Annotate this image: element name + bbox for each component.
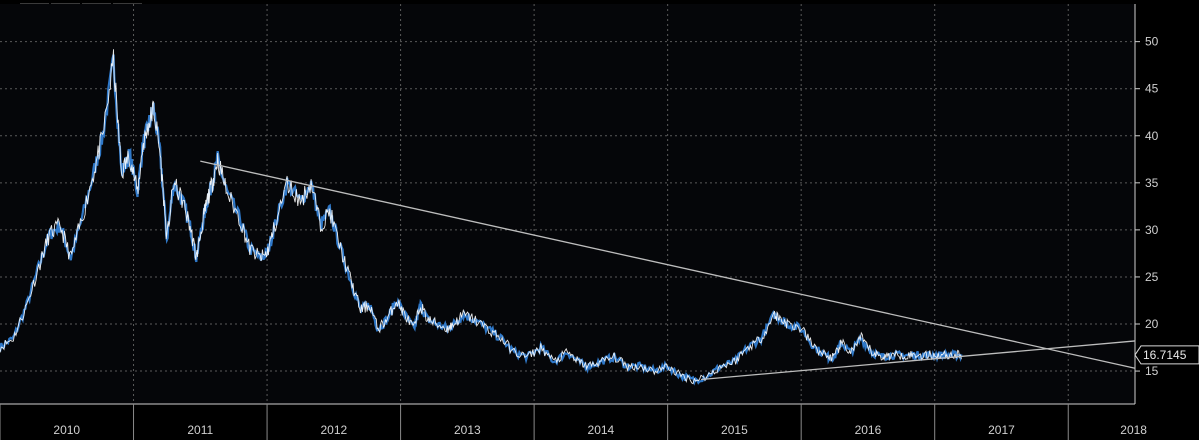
- y-tick-label: 30: [1145, 223, 1159, 237]
- grid: [0, 4, 1135, 404]
- descending-trendline[interactable]: [200, 160, 1136, 369]
- x-tick-label: 2015: [721, 423, 748, 437]
- y-tick-label: 25: [1145, 270, 1159, 284]
- tick-labels: 15 20 25 30 35 40 45 50 2010 2011 2012 2013 2014 2015…: [53, 35, 1158, 437]
- x-tick-label: 2011: [187, 423, 213, 437]
- x-tick-label: 2013: [454, 423, 481, 437]
- x-tick-label: 2012: [320, 423, 347, 437]
- x-tick-label: 2017: [988, 423, 1015, 437]
- x-tick-label: 2010: [53, 423, 80, 437]
- y-tick-label: 20: [1145, 317, 1159, 331]
- price-series-highlight: [0, 49, 962, 385]
- x-tick-label: 2018: [1120, 423, 1147, 437]
- last-value-text: 16.7145: [1143, 348, 1187, 362]
- series-layer: [0, 49, 963, 386]
- x-tick-label: 2016: [855, 423, 882, 437]
- plot-background: [0, 4, 1135, 404]
- y-tick-label: 45: [1145, 82, 1159, 96]
- trendline-layer: [200, 160, 1136, 381]
- last-value-label: 16.7145: [1134, 345, 1199, 365]
- y-tick-label: 40: [1145, 129, 1159, 143]
- y-tick-label: 35: [1145, 176, 1159, 190]
- y-tick-label: 15: [1145, 364, 1159, 378]
- y-tick-label: 50: [1145, 35, 1159, 49]
- ascending-trendline[interactable]: [700, 340, 1136, 381]
- axes: [0, 4, 1140, 440]
- x-tick-label: 2014: [588, 423, 615, 437]
- last-value-tag: [1134, 345, 1199, 365]
